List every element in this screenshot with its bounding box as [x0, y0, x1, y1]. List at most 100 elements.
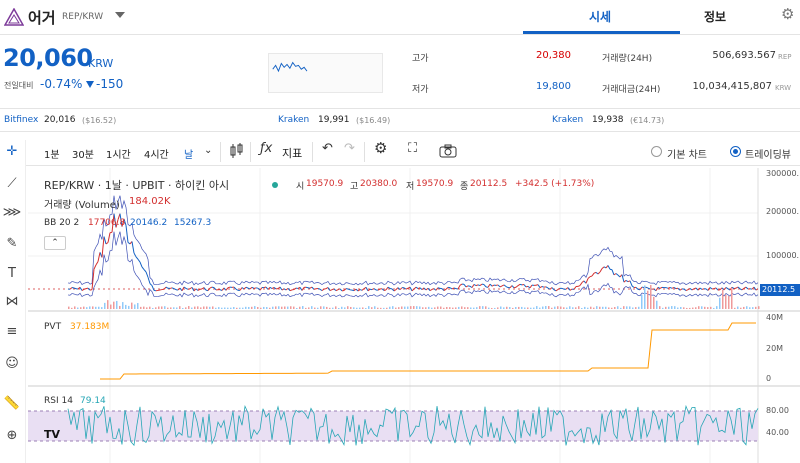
price-segment: [147, 277, 151, 284]
low-label: 저가: [412, 85, 429, 95]
exchange-name[interactable]: Bitfinex: [4, 115, 39, 125]
timeframe-30m[interactable]: 30분: [72, 150, 94, 161]
price-segment: [601, 266, 605, 270]
low-label: 저: [406, 182, 415, 192]
bb-band-line: [67, 231, 759, 298]
volume-bar: [539, 307, 541, 309]
price-segment: [115, 219, 119, 228]
volume-bar: [122, 302, 124, 309]
settings-icon[interactable]: ⚙: [374, 139, 388, 157]
crosshair-icon[interactable]: ✛: [6, 144, 18, 159]
price-segment: [671, 286, 675, 289]
price-line: [67, 213, 759, 292]
price-segment: [87, 287, 91, 291]
volume-bar: [485, 306, 487, 309]
volume-bar: [383, 307, 385, 309]
price-segment: [623, 280, 627, 283]
function-icon[interactable]: ƒx: [260, 141, 273, 156]
volume-bar: [500, 306, 502, 309]
emoji-icon[interactable]: ☺: [5, 356, 19, 371]
redo-icon[interactable]: ↷: [344, 141, 355, 156]
price-segment: [479, 283, 483, 286]
volume-bar: [224, 307, 226, 309]
ruler-icon[interactable]: 📏: [3, 396, 21, 411]
volume-bar: [161, 306, 163, 309]
volume-bar: [605, 306, 607, 309]
price-segment: [647, 287, 651, 290]
volume-label: 거래량(24H): [602, 54, 653, 64]
divider: [364, 142, 365, 162]
volume-bar: [308, 307, 310, 309]
chevron-down-icon[interactable]: [115, 12, 125, 18]
price-segment: [211, 286, 215, 289]
price-segment: [471, 284, 475, 288]
exchange-name[interactable]: Kraken: [552, 115, 584, 125]
price-segment: [263, 286, 267, 289]
timeframe-1h[interactable]: 1시간: [106, 150, 131, 161]
price-segment: [209, 286, 213, 289]
volume-bar: [164, 306, 166, 309]
price-segment: [737, 286, 741, 290]
radio-tradingview[interactable]: [730, 146, 741, 157]
zoom-icon[interactable]: ⊕: [6, 428, 18, 443]
fullscreen-icon[interactable]: ⛶: [408, 141, 418, 156]
volume-bar: [629, 306, 631, 309]
price-segment: [673, 286, 677, 290]
amount-label: 거래대금(24H): [602, 85, 661, 95]
camera-icon[interactable]: [438, 143, 458, 159]
timeframe-4h[interactable]: 4시간: [144, 150, 169, 161]
volume-bar: [551, 307, 553, 309]
price-segment: [227, 286, 231, 289]
bollinger-bands: [67, 195, 759, 298]
price-segment: [185, 287, 189, 290]
collapse-legend-button[interactable]: ⌃: [44, 236, 66, 250]
trend-line-icon[interactable]: ⟋: [7, 176, 17, 191]
indicators-button[interactable]: 지표: [282, 147, 303, 160]
prediction-icon[interactable]: ≡: [6, 324, 18, 339]
price-segment: [139, 261, 143, 268]
volume-bar: [197, 306, 199, 309]
volume-bar: [146, 307, 148, 309]
price-segment: [95, 261, 99, 266]
pattern-icon[interactable]: ⋈: [5, 294, 19, 309]
price-segment: [163, 286, 167, 290]
volume-bar: [275, 306, 277, 309]
price-segment: [339, 288, 343, 292]
brush-icon[interactable]: ✎: [6, 236, 18, 251]
tab-quote[interactable]: 시세: [588, 10, 612, 24]
timeframe-day[interactable]: 날: [184, 150, 194, 161]
radio-basic-chart[interactable]: [651, 146, 662, 157]
volume-bar: [584, 306, 586, 309]
text-icon[interactable]: T: [8, 266, 16, 281]
timeframe-1m[interactable]: 1분: [44, 150, 60, 161]
price-segment: [337, 288, 341, 291]
volume-bar: [443, 307, 445, 309]
volume-bar: [377, 307, 379, 309]
price-segment: [657, 286, 661, 289]
fib-icon[interactable]: ⋙: [2, 205, 22, 220]
price-segment: [273, 287, 277, 290]
volume-bar: [593, 307, 595, 309]
exchange-name[interactable]: Kraken: [278, 115, 310, 125]
volume-bar: [668, 306, 670, 309]
price-segment: [113, 213, 117, 228]
volume-bar: [569, 306, 571, 309]
candlestick-icon[interactable]: [228, 142, 244, 160]
gear-icon[interactable]: ⚙: [781, 5, 795, 23]
bb-mid-value: 20146.2: [130, 218, 168, 228]
price-segment: [135, 256, 139, 260]
volume-bar: [578, 306, 580, 309]
volume-bar: [182, 307, 184, 309]
volume-bar: [344, 307, 346, 309]
volume-bar: [143, 306, 145, 309]
market-status-dot: [272, 182, 278, 188]
tab-info[interactable]: 정보: [703, 10, 727, 24]
undo-icon[interactable]: ↶: [322, 141, 333, 156]
volume-bar: [284, 306, 286, 309]
price-chart[interactable]: [28, 168, 800, 463]
chevron-down-icon[interactable]: ⌄: [204, 145, 213, 156]
change-amount: -150: [96, 77, 124, 91]
volume-bar: [341, 306, 343, 309]
price-segment: [725, 287, 729, 290]
price-segment: [459, 283, 463, 286]
